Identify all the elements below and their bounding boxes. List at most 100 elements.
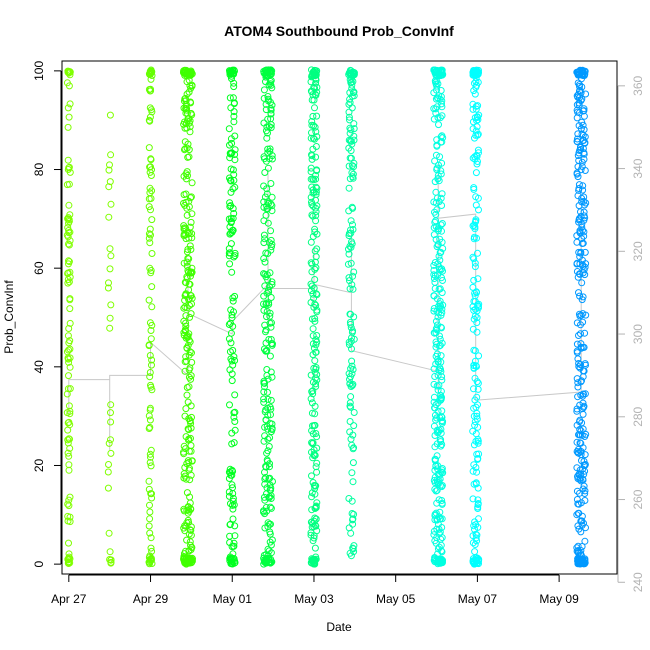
data-point <box>225 488 233 496</box>
data-point <box>262 73 270 81</box>
data-point <box>312 430 320 437</box>
data-point <box>580 149 588 157</box>
data-point <box>267 549 275 557</box>
data-point <box>228 139 236 147</box>
data-point <box>433 82 441 90</box>
data-point <box>229 185 237 193</box>
data-point <box>573 135 581 143</box>
data-point <box>472 464 480 471</box>
data-point <box>227 104 235 112</box>
data-point <box>574 152 582 160</box>
data-point <box>261 383 268 391</box>
data-point <box>312 348 320 356</box>
data-point <box>146 404 154 412</box>
data-point <box>307 395 315 403</box>
data-point <box>579 262 587 270</box>
data-point <box>183 117 191 125</box>
y2-tick-label: 320 <box>631 241 645 261</box>
data-point <box>106 324 114 332</box>
data-point <box>263 507 271 515</box>
data-point <box>180 172 188 180</box>
data-point <box>436 508 444 516</box>
y-tick-label: 80 <box>32 163 46 177</box>
data-point <box>262 474 270 481</box>
data-point <box>267 559 275 567</box>
data-point <box>577 343 585 351</box>
data-point <box>267 541 275 549</box>
y2-tick-label: 340 <box>631 158 645 178</box>
data-point <box>105 529 113 537</box>
data-point <box>345 184 353 192</box>
data-point <box>147 87 155 95</box>
data-point <box>264 149 272 157</box>
data-point <box>65 257 72 265</box>
data-point <box>312 364 320 371</box>
data-point <box>577 517 585 525</box>
data-point <box>147 206 154 214</box>
data-point <box>225 321 233 328</box>
data-point <box>231 408 239 416</box>
data-point <box>105 213 113 221</box>
data-point <box>313 112 321 120</box>
data-point <box>308 211 316 219</box>
data-point <box>266 558 273 566</box>
data-point <box>65 496 73 504</box>
data-point <box>180 304 188 312</box>
data-point <box>576 227 584 235</box>
data-point <box>147 453 154 461</box>
data-point <box>470 522 478 530</box>
data-point <box>308 88 316 96</box>
data-point <box>65 418 73 426</box>
data-point <box>470 185 478 193</box>
data-point <box>433 141 441 149</box>
data-point <box>63 79 71 87</box>
data-point <box>436 256 444 264</box>
data-point <box>260 231 268 239</box>
data-point <box>471 134 478 142</box>
line-series-layer <box>68 164 582 450</box>
data-point <box>431 432 439 439</box>
data-point <box>146 264 154 272</box>
data-point <box>437 352 445 360</box>
data-point <box>263 134 271 142</box>
data-point <box>145 203 153 211</box>
data-point <box>577 439 585 447</box>
data-point <box>65 260 72 268</box>
data-point <box>472 127 480 135</box>
data-point <box>432 343 440 351</box>
data-point <box>347 259 355 267</box>
data-point <box>348 169 356 177</box>
data-point <box>262 78 269 86</box>
data-point <box>145 296 153 304</box>
data-point <box>187 523 195 531</box>
data-point <box>146 501 153 509</box>
data-point <box>226 520 234 528</box>
data-point <box>574 379 582 387</box>
data-point <box>474 146 482 154</box>
data-point <box>106 178 114 186</box>
data-point <box>226 348 234 356</box>
data-point <box>268 536 276 544</box>
data-point <box>148 250 156 257</box>
data-point <box>180 474 188 482</box>
data-point <box>184 254 192 262</box>
data-point <box>180 259 188 267</box>
data-point <box>146 70 154 78</box>
data-point <box>347 226 354 234</box>
data-point <box>185 336 193 344</box>
data-point <box>229 214 237 222</box>
data-point <box>433 307 441 315</box>
data-point <box>105 439 113 447</box>
data-point <box>434 225 442 233</box>
y2-tick-label: 280 <box>631 406 645 426</box>
data-point <box>105 166 113 174</box>
data-point <box>107 252 115 260</box>
data-point <box>471 421 479 429</box>
data-point <box>147 335 155 343</box>
data-point <box>573 138 581 146</box>
data-point <box>188 457 196 465</box>
data-point <box>576 426 584 433</box>
data-point <box>474 249 481 257</box>
y-tick-label: 0 <box>32 560 46 567</box>
data-point <box>64 449 72 457</box>
